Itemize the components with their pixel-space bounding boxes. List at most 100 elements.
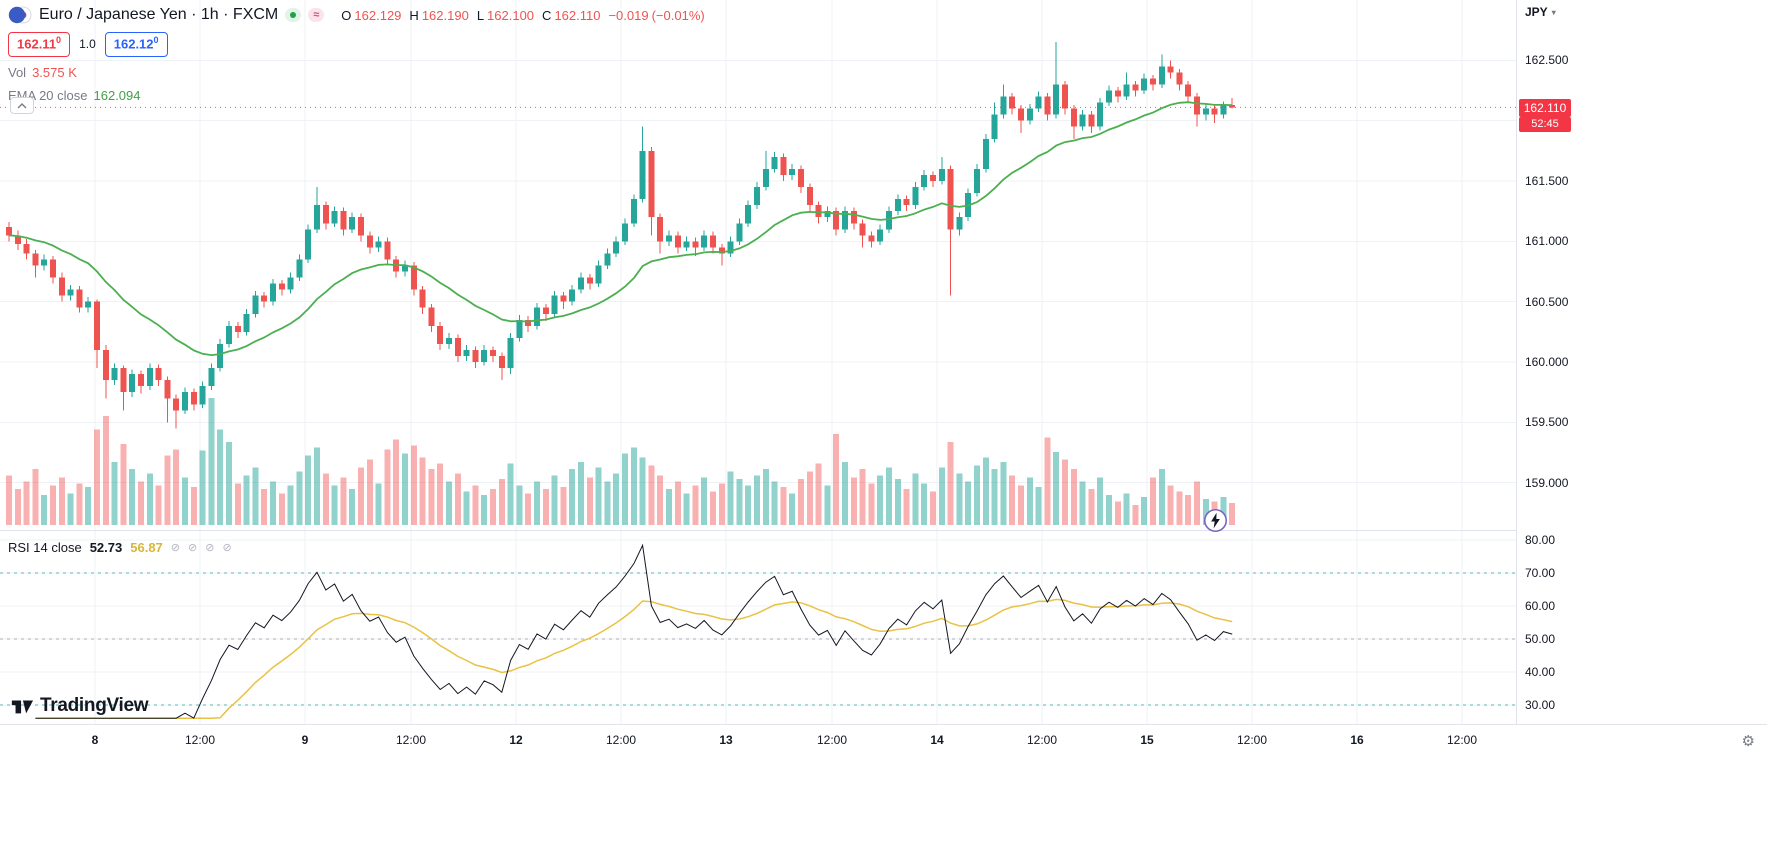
volume-bar bbox=[815, 463, 822, 525]
volume-bar bbox=[217, 429, 224, 525]
ema-legend[interactable]: EMA 20 close 162.094 bbox=[8, 88, 705, 103]
volume-bar bbox=[833, 433, 840, 525]
volume-bar bbox=[1185, 495, 1192, 525]
volume-bar bbox=[243, 475, 250, 525]
volume-bar bbox=[340, 477, 347, 525]
chevron-down-icon: ▾ bbox=[1551, 7, 1556, 17]
tradingview-logo-text: TradingView bbox=[40, 695, 149, 716]
sell-button[interactable]: 162.110 bbox=[8, 32, 71, 57]
symbol-title[interactable]: Euro / Japanese Yen · 1h · FXCM bbox=[39, 6, 279, 23]
volume-bar bbox=[982, 457, 989, 525]
tradingview-logo[interactable]: TradingView bbox=[10, 694, 149, 718]
volume-bar bbox=[252, 467, 259, 525]
price-axis[interactable]: JPY ▾ 162.110 52:45 162.500162.000161.50… bbox=[1516, 0, 1767, 724]
candle-body bbox=[1211, 108, 1218, 115]
delayed-data-badge[interactable]: ≈ bbox=[308, 8, 325, 22]
candle-body bbox=[146, 368, 153, 387]
rsi-tick-label: 60.00 bbox=[1525, 599, 1556, 613]
volume-bar bbox=[903, 489, 910, 525]
volume-bar bbox=[41, 495, 48, 525]
gear-icon[interactable]: ⚙ bbox=[1741, 733, 1755, 750]
candle-body bbox=[1158, 66, 1165, 85]
candle-body bbox=[1035, 96, 1042, 109]
rsi-action-icon[interactable]: ⊘ bbox=[222, 542, 232, 554]
candle-body bbox=[446, 337, 452, 344]
volume-bar bbox=[771, 481, 778, 525]
time-axis[interactable]: ⚙ 8 12:00 9 12:00 12 12:00 13 12:00 14 12:00 15 12:… bbox=[0, 724, 1767, 757]
volume-bar bbox=[868, 483, 875, 525]
volume-bar bbox=[727, 471, 734, 525]
rsi-tick-label: 40.00 bbox=[1525, 665, 1556, 679]
volume-bar bbox=[789, 493, 796, 525]
time-tick-label: 12:00 bbox=[1236, 733, 1268, 747]
time-tick-label: 14 bbox=[930, 733, 944, 747]
candle-body bbox=[850, 211, 857, 224]
candle-body bbox=[727, 241, 734, 254]
volume-bar bbox=[454, 473, 461, 525]
ema-value: 162.094 bbox=[93, 87, 141, 103]
rsi-action-icon[interactable]: ⊘ bbox=[170, 542, 181, 554]
volume-bar bbox=[622, 453, 628, 525]
buy-button[interactable]: 162.120 bbox=[104, 32, 168, 57]
candle-body bbox=[322, 205, 329, 224]
time-tick-label: 12:00 bbox=[184, 733, 216, 747]
rsi-legend[interactable]: RSI 14 close 52.73 56.87 ⊘ ⊘ ⊘ ⊘ bbox=[8, 540, 232, 555]
open-label: O bbox=[341, 7, 352, 23]
price-chart-svg[interactable] bbox=[0, 0, 1516, 724]
candle-body bbox=[639, 150, 646, 200]
rsi-tick-label: 80.00 bbox=[1525, 533, 1556, 547]
volume-bar bbox=[974, 465, 980, 525]
volume-bar bbox=[1202, 498, 1209, 525]
high-label: H bbox=[409, 7, 419, 23]
change-value: −0.019 bbox=[608, 7, 649, 23]
volume-legend[interactable]: Vol 3.575 K bbox=[8, 65, 705, 80]
volume-bar bbox=[1088, 489, 1095, 525]
volume-bar bbox=[331, 485, 338, 525]
volume-bar bbox=[358, 467, 364, 525]
volume-bar bbox=[366, 459, 373, 525]
candle-body bbox=[173, 398, 180, 411]
volume-bar bbox=[1167, 485, 1174, 525]
candle-body bbox=[305, 229, 312, 260]
pane-separator[interactable] bbox=[0, 530, 1767, 531]
spread-value: 1.0 bbox=[79, 37, 96, 52]
candle-body bbox=[947, 168, 954, 230]
volume-bar bbox=[234, 483, 241, 525]
volume-bar bbox=[287, 485, 294, 525]
volume-bar bbox=[1018, 485, 1024, 525]
volume-series bbox=[6, 397, 1236, 525]
candle-body bbox=[120, 368, 127, 393]
volume-bar bbox=[1123, 493, 1130, 525]
time-tick-label: 15 bbox=[1140, 733, 1154, 747]
volume-bar bbox=[780, 487, 787, 525]
symbol-logo-icon[interactable] bbox=[8, 5, 32, 25]
rsi-action-icon[interactable]: ⊘ bbox=[205, 542, 215, 554]
rsi-tick-label: 70.00 bbox=[1525, 566, 1556, 580]
instant-order-icon[interactable] bbox=[1203, 508, 1228, 533]
candle-body bbox=[296, 259, 303, 278]
candle-body bbox=[886, 211, 892, 230]
candle-body bbox=[595, 265, 602, 284]
candle-body bbox=[1079, 114, 1086, 127]
volume-bar bbox=[965, 481, 972, 525]
volume-bar bbox=[102, 415, 109, 525]
ema-line bbox=[8, 101, 1233, 357]
candle-body bbox=[384, 241, 391, 260]
currency-label[interactable]: JPY ▾ bbox=[1525, 5, 1556, 19]
volume-bar bbox=[76, 483, 83, 525]
market-status-badge[interactable] bbox=[285, 8, 302, 22]
rsi-value: 52.73 bbox=[89, 540, 123, 555]
candle-body bbox=[1106, 90, 1112, 103]
volume-bar bbox=[894, 479, 901, 525]
volume-bar bbox=[604, 481, 611, 525]
rsi-action-icon[interactable]: ⊘ bbox=[188, 542, 198, 554]
candle-body bbox=[718, 247, 725, 254]
legend-collapse-button[interactable] bbox=[10, 97, 34, 114]
candle-body bbox=[771, 156, 778, 169]
candle-body bbox=[710, 235, 716, 248]
candle-body bbox=[648, 150, 655, 218]
volume-bar bbox=[683, 493, 690, 525]
volume-bar bbox=[921, 483, 928, 525]
candle-body bbox=[903, 199, 910, 206]
volume-bar bbox=[199, 450, 206, 525]
